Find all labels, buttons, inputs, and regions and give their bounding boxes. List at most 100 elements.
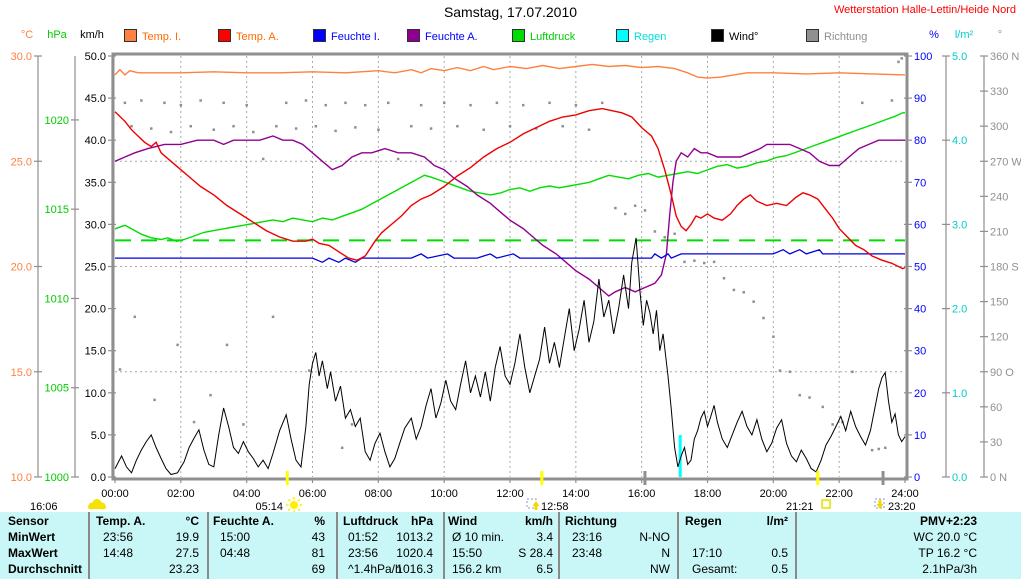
legend-item-luftdruck[interactable]: Luftdruck <box>512 29 575 43</box>
legend-color-swatch <box>124 29 137 42</box>
luftdruck-value: 1013.2 <box>396 530 433 544</box>
wind-direction-dot <box>683 260 686 264</box>
wind-direction-dot <box>900 57 904 60</box>
legend-label: Wind° <box>729 31 759 43</box>
wind-direction-dot <box>130 124 133 128</box>
feuchte-a-value: 43 <box>311 530 325 544</box>
wind-direction-dot <box>870 448 874 452</box>
sunset-time: 21:21 <box>786 501 814 512</box>
table-divider <box>443 512 445 579</box>
sun-icon <box>286 497 302 512</box>
tick-label: 5.0 <box>952 51 967 63</box>
wind-direction-dot <box>831 423 834 426</box>
wind-direction-dot <box>304 99 308 102</box>
temp-a-time: 23:56 <box>103 530 134 544</box>
wind-value: S 28.4 <box>518 546 553 560</box>
sunrise-time: 05:14 <box>255 501 283 512</box>
x-axis-label: 02:00 <box>167 488 195 500</box>
axis-caption: hPa <box>47 29 67 41</box>
wind-direction-dot <box>419 103 423 107</box>
legend-item-temp-a[interactable]: Temp. A. <box>218 29 279 43</box>
legend-item-regen[interactable]: Regen <box>616 29 666 43</box>
astro-axis-tick <box>285 471 289 485</box>
col-header-wind: Wind <box>448 514 478 528</box>
wind-direction-dot <box>561 124 564 128</box>
wind-direction-dot <box>722 276 726 280</box>
luftdruck-value: 1016.3 <box>396 562 433 576</box>
wind-direction-dot <box>808 396 811 399</box>
wind-direction-dot <box>334 129 337 133</box>
wind-direction-dot <box>752 300 755 303</box>
col-header-regen: Regen <box>685 514 722 528</box>
legend-label: Feuchte I. <box>331 31 380 43</box>
wind-direction-dot <box>192 420 196 424</box>
legend-item-wind[interactable]: Wind° <box>711 29 759 43</box>
wind-direction-dot <box>742 291 746 294</box>
table-divider <box>207 512 209 579</box>
legend-color-swatch <box>616 29 629 42</box>
tick-label: 30.0 <box>11 51 32 63</box>
tick-label: 15.0 <box>11 367 32 379</box>
feuchte-a-value: 81 <box>311 546 325 560</box>
wind-direction-dot <box>396 157 400 161</box>
legend-item-richtung[interactable]: Richtung <box>806 29 867 43</box>
astro-axis-tick <box>643 471 647 485</box>
wind-direction-dot <box>693 259 696 262</box>
richtung-value: N-NO <box>639 530 670 544</box>
wind-direction-dot <box>271 315 275 319</box>
wind-direction-dot <box>429 127 433 130</box>
wind-direction-dot <box>890 99 894 102</box>
wind-direction-dot <box>614 206 617 210</box>
tick-label: 70 <box>914 177 926 189</box>
legend-item-feuchte-i[interactable]: Feuchte I. <box>313 29 380 43</box>
wind-direction-dot <box>133 315 137 319</box>
temp-a-value: 19.9 <box>175 530 199 544</box>
wind-direction-dot <box>521 103 525 107</box>
col-unit-luftdruck: hPa <box>410 514 433 528</box>
tick-label: 4.0 <box>952 135 967 147</box>
tick-label: 25.0 <box>85 262 106 274</box>
wind-direction-dot <box>222 101 225 105</box>
legend-item-temp-i[interactable]: Temp. I. <box>124 29 181 43</box>
wind-direction-dot <box>169 130 173 134</box>
tick-label: 360 N <box>990 51 1019 63</box>
temp-a-value: 27.5 <box>175 546 199 560</box>
tick-label: 35.0 <box>85 177 106 189</box>
row-label: Durchschnitt <box>8 562 83 576</box>
legend-color-swatch <box>806 29 819 42</box>
wind-direction-dot <box>732 288 736 292</box>
wind-direction-dot <box>897 60 900 64</box>
wind-direction-dot <box>350 423 354 426</box>
series-luftdruck <box>114 112 905 243</box>
wind-direction-dot <box>354 126 357 129</box>
tick-label: 1000 <box>45 472 69 484</box>
pmv-line: TP 16.2 °C <box>918 546 977 560</box>
x-axis-label: 18:00 <box>694 488 722 500</box>
wind-direction-dot <box>624 212 627 216</box>
tick-label: 90 O <box>990 367 1014 379</box>
tick-label: 0 <box>914 472 920 484</box>
regen-time: Gesamt: <box>692 562 738 576</box>
tick-label: 30 <box>914 346 926 358</box>
wind-direction-dot <box>252 130 255 134</box>
wind-direction-dot <box>363 103 367 107</box>
tick-label: 1005 <box>45 383 69 395</box>
wind-direction-dot <box>176 343 179 347</box>
moonrise-time: 16:06 <box>30 501 58 512</box>
wind-direction-dot <box>232 124 235 128</box>
wind-direction-dot <box>861 101 864 105</box>
wind-direction-dot <box>340 446 344 450</box>
tick-label: 240 <box>990 191 1008 203</box>
richtung-value: N <box>661 546 670 560</box>
wind-direction-dot <box>245 103 248 107</box>
wind-direction-dot <box>663 236 667 239</box>
wind-direction-dot <box>209 393 212 397</box>
tick-label: 0.0 <box>952 472 967 484</box>
moon-down-icon <box>874 498 885 509</box>
legend-color-swatch <box>407 29 420 42</box>
solar-noon-time: 12:58 <box>541 501 569 512</box>
axis-caption: ° <box>998 29 1002 41</box>
legend-item-feuchte-a[interactable]: Feuchte A. <box>407 29 478 43</box>
astro-axis-tick <box>816 471 820 485</box>
